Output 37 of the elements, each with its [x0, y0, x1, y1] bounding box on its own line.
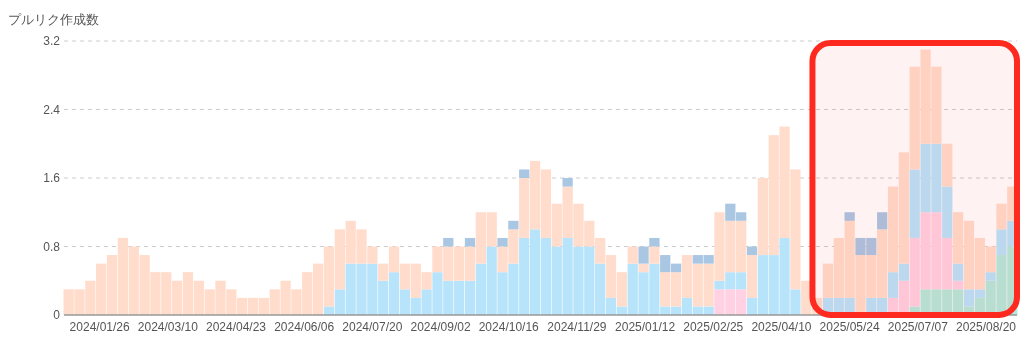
bar — [649, 246, 660, 264]
y-tick-label: 3.2 — [43, 34, 61, 48]
x-tick-label: 2024/10/16 — [478, 320, 540, 334]
x-tick-label: 2024/01/26 — [69, 320, 130, 334]
x-tick-label: 2024/09/02 — [410, 320, 471, 334]
x-tick-label: 2025/02/25 — [683, 320, 744, 334]
bar — [519, 169, 530, 178]
bar — [497, 237, 508, 247]
bar — [952, 263, 964, 281]
bar — [638, 263, 649, 273]
bar — [844, 212, 855, 221]
x-tick-label: 2025/07/07 — [887, 320, 949, 334]
y-tick-label: 0.8 — [43, 239, 61, 254]
x-tick-label: 2025/05/24 — [819, 320, 880, 334]
bar — [562, 178, 573, 187]
bar — [746, 246, 758, 256]
bar — [464, 237, 476, 247]
x-tick-label: 2024/07/20 — [342, 320, 403, 334]
bar — [877, 212, 888, 230]
y-tick-label: 1.6 — [43, 171, 61, 185]
x-tick-label: 2025/08/20 — [955, 320, 1017, 334]
bar — [638, 246, 649, 264]
bar — [649, 237, 660, 247]
y-axis-title: プルリク作成数 — [8, 12, 99, 27]
x-tick-label: 2024/04/23 — [205, 320, 267, 334]
bar — [627, 246, 638, 264]
bar — [942, 143, 953, 187]
x-tick-label: 2024/03/10 — [137, 320, 199, 334]
x-tick-label: 2025/04/10 — [751, 320, 812, 334]
x-tick-label: 2024/06/06 — [274, 320, 335, 334]
x-tick-label: 2024/11/29 — [547, 320, 607, 334]
y-tick-label: 2.4 — [43, 102, 61, 117]
bar — [508, 220, 519, 230]
x-tick-label: 2025/01/12 — [615, 320, 676, 334]
bar — [443, 237, 454, 247]
bar — [985, 272, 996, 281]
y-tick-label: 0 — [53, 308, 61, 322]
